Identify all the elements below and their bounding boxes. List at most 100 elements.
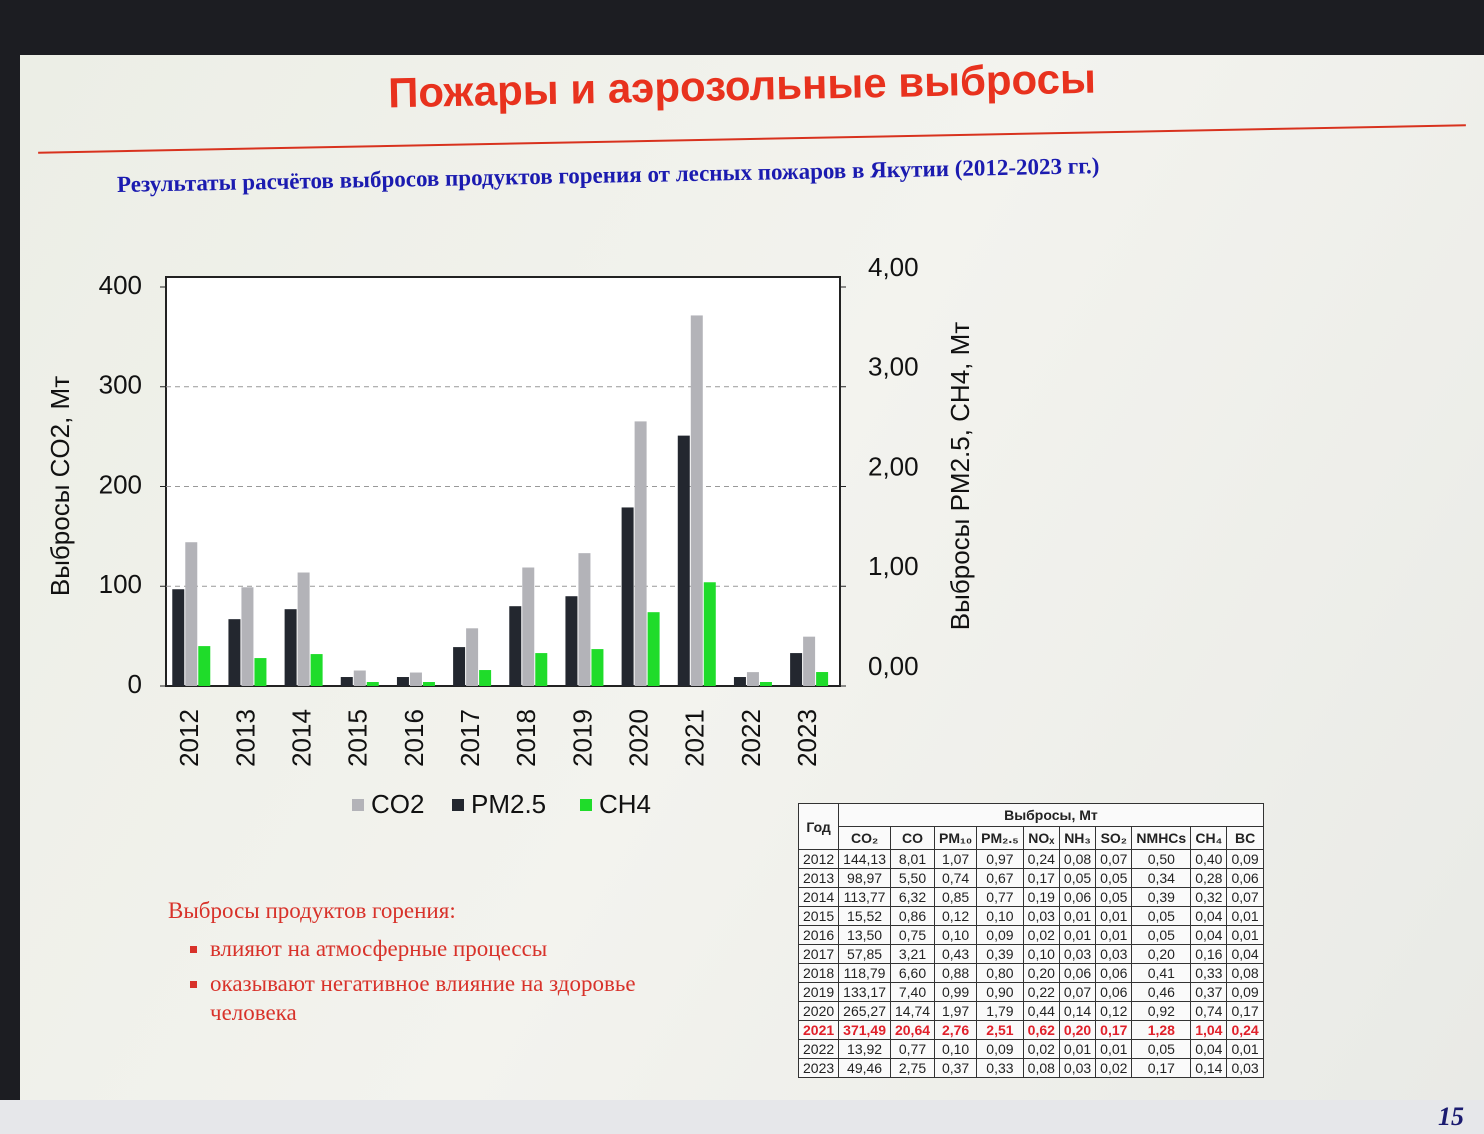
column-header: PM₂.₅ xyxy=(976,826,1024,850)
emissions-table: Год Выбросы, Мт CO₂ CO PM₁₀ PM₂.₅ NOₓ NH₃ SO₂ NMH… xyxy=(797,803,1264,1078)
footer-bar xyxy=(0,1100,1484,1134)
bar xyxy=(172,589,185,686)
value-cell: 0,17 xyxy=(1226,1001,1264,1021)
legend-swatch xyxy=(452,799,464,811)
table-row: 2012 144,13 8,01 1,07 0,97 0,24 0,08 0,07 0,50 0,… xyxy=(797,849,1264,869)
plot-area xyxy=(165,276,841,687)
value-cell: 0,01 xyxy=(1226,1039,1264,1059)
value-cell: 7,40 xyxy=(889,982,936,1002)
value-cell: 0,01 xyxy=(1058,1039,1097,1059)
value-cell: 0,08 xyxy=(1058,849,1097,869)
bar xyxy=(634,421,647,686)
bar xyxy=(703,582,716,686)
value-cell: 13,50 xyxy=(838,925,891,945)
value-cell: 0,10 xyxy=(1022,944,1060,964)
y2-tick-label: 4,00 xyxy=(868,252,919,282)
bar xyxy=(297,572,310,686)
bar xyxy=(803,636,816,686)
value-cell: 0,50 xyxy=(1131,849,1192,869)
bar xyxy=(409,672,422,686)
value-cell: 0,17 xyxy=(1095,1020,1133,1040)
bar xyxy=(790,653,803,686)
year-cell: 2014 xyxy=(797,887,840,907)
year-cell: 2012 xyxy=(797,849,840,869)
value-cell: 0,20 xyxy=(1058,1020,1097,1040)
table-row: 2017 57,85 3,21 0,43 0,39 0,10 0,03 0,03 0,20 0,1… xyxy=(797,944,1264,964)
bar xyxy=(453,647,466,686)
value-cell: 0,74 xyxy=(934,868,978,888)
value-cell: 0,01 xyxy=(1058,906,1097,926)
notes-heading: Выбросы продуктов горения: xyxy=(168,898,456,923)
value-cell: 0,20 xyxy=(1131,944,1192,964)
bar xyxy=(621,507,634,686)
x-tick-label: 2017 xyxy=(455,709,485,767)
value-cell: 0,12 xyxy=(1095,1001,1133,1021)
value-cell: 0,34 xyxy=(1131,868,1192,888)
table-row: 2020 265,27 14,74 1,97 1,79 0,44 0,14 0,12 0,92 0… xyxy=(797,1001,1264,1021)
value-cell: 0,40 xyxy=(1190,849,1228,869)
x-tick-label: 2022 xyxy=(736,709,766,767)
x-tick-label: 2012 xyxy=(174,709,204,767)
column-header: BC xyxy=(1226,826,1264,850)
value-cell: 0,03 xyxy=(1226,1058,1264,1078)
y-tick-label: 0 xyxy=(128,669,142,699)
legend-label: CO2 xyxy=(371,789,424,819)
column-header: CO xyxy=(889,826,936,850)
bar xyxy=(366,682,379,686)
value-cell: 0,10 xyxy=(934,925,978,945)
value-cell: 0,39 xyxy=(1131,887,1192,907)
bar xyxy=(647,612,660,686)
year-cell: 2017 xyxy=(797,944,840,964)
notes: Выбросы продуктов горения: влияют на атм… xyxy=(168,898,728,1033)
value-cell: 0,92 xyxy=(1131,1001,1192,1021)
column-header: PM₁₀ xyxy=(934,826,978,850)
value-cell: 0,06 xyxy=(1095,963,1133,983)
value-cell: 0,10 xyxy=(934,1039,978,1059)
value-cell: 98,97 xyxy=(838,868,891,888)
value-cell: 0,28 xyxy=(1190,868,1228,888)
table-row: 2021 371,49 20,64 2,76 2,51 0,62 0,20 0,17 1,28 1… xyxy=(797,1020,1264,1040)
value-cell: 0,33 xyxy=(976,1058,1024,1078)
y-tick-label: 100 xyxy=(99,569,142,599)
value-cell: 0,04 xyxy=(1190,1039,1228,1059)
year-header: Год xyxy=(797,803,840,850)
value-cell: 6,60 xyxy=(889,963,936,983)
column-header: NH₃ xyxy=(1058,826,1097,850)
y-tick-label: 200 xyxy=(99,469,142,499)
value-cell: 0,05 xyxy=(1131,925,1192,945)
value-cell: 0,17 xyxy=(1022,868,1060,888)
year-cell: 2015 xyxy=(797,906,840,926)
value-cell: 0,05 xyxy=(1095,868,1133,888)
value-cell: 0,75 xyxy=(889,925,936,945)
table-row: 2022 13,92 0,77 0,10 0,09 0,02 0,01 0,01 0,05 0,0… xyxy=(797,1039,1264,1059)
bar xyxy=(284,609,297,686)
value-cell: 5,50 xyxy=(889,868,936,888)
x-tick-label: 2015 xyxy=(343,709,373,767)
value-cell: 49,46 xyxy=(838,1058,891,1078)
bar xyxy=(733,677,746,686)
value-cell: 0,44 xyxy=(1022,1001,1060,1021)
value-cell: 0,06 xyxy=(1058,887,1097,907)
legend-swatch xyxy=(352,799,364,811)
value-cell: 265,27 xyxy=(838,1001,891,1021)
value-cell: 3,21 xyxy=(889,944,936,964)
value-cell: 0,03 xyxy=(1058,1058,1097,1078)
value-cell: 0,99 xyxy=(934,982,978,1002)
value-cell: 0,77 xyxy=(976,887,1024,907)
bar xyxy=(185,542,198,686)
value-cell: 0,88 xyxy=(934,963,978,983)
value-cell: 0,16 xyxy=(1190,944,1228,964)
column-header: NMHCs xyxy=(1131,826,1192,850)
value-cell: 0,80 xyxy=(976,963,1024,983)
value-cell: 0,07 xyxy=(1226,887,1264,907)
bar xyxy=(591,649,604,686)
bar xyxy=(677,435,690,686)
value-cell: 0,01 xyxy=(1095,925,1133,945)
value-cell: 0,03 xyxy=(1095,944,1133,964)
bar xyxy=(241,587,254,686)
legend-swatch xyxy=(580,799,592,811)
value-cell: 2,75 xyxy=(889,1058,936,1078)
y-tick-label: 400 xyxy=(99,270,142,300)
legend-label: PM2.5 xyxy=(471,789,546,819)
